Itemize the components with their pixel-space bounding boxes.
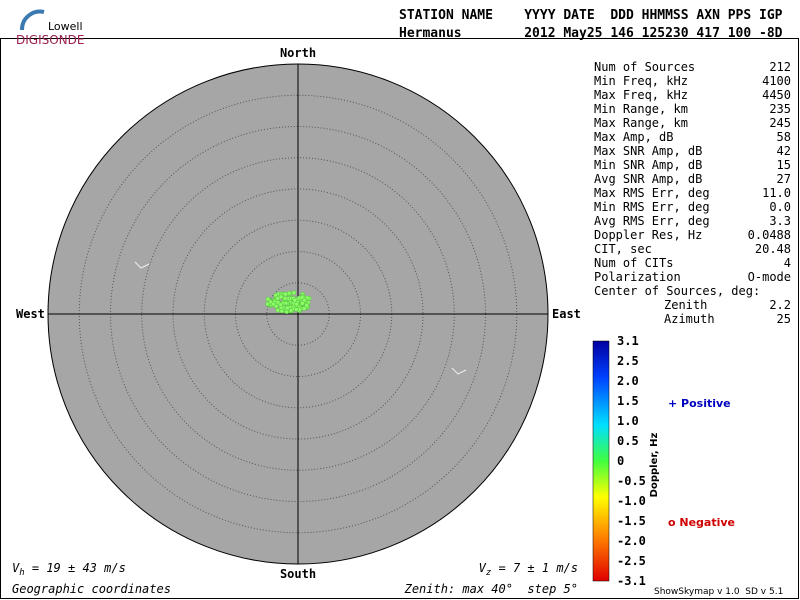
stat-label: Min Freq, kHz	[594, 74, 688, 88]
stat-label: Min SNR Amp, dB	[594, 158, 702, 172]
source-dot	[282, 296, 288, 301]
stat-value: 11.0	[762, 186, 791, 200]
stat-label: Min RMS Err, deg	[594, 200, 710, 214]
stat-value: 0.0	[769, 200, 791, 214]
stat-label: Avg RMS Err, deg	[594, 214, 710, 228]
colorbar-tick: 2.0	[617, 374, 639, 388]
source-dot	[286, 290, 292, 296]
stats-table: Num of Sources 212 Min Freq, kHz 4100 Max Fr…	[594, 60, 791, 326]
east-label: East	[552, 307, 581, 321]
stat-label: Max SNR Amp, dB	[594, 144, 702, 158]
stat-label: Doppler Res, Hz	[594, 228, 702, 242]
stat-value: 42	[777, 144, 791, 158]
colorbar-tick: -1.0	[617, 494, 646, 508]
legend-positive: + Positive	[668, 397, 731, 410]
center-value: 25	[777, 312, 791, 326]
stat-label: Num of Sources	[594, 60, 695, 74]
colorbar-tick: 1.5	[617, 394, 639, 408]
logo-bottom: DIGISONDE	[16, 33, 84, 47]
colorbar-tick: -3.1	[617, 574, 646, 588]
center-label: Azimuth	[664, 312, 715, 326]
stat-value: 27	[777, 172, 791, 186]
stat-label: Max RMS Err, deg	[594, 186, 710, 200]
source-dot	[292, 297, 298, 303]
version: ShowSkymap v 1.0 SD v 5.1	[654, 587, 783, 597]
stat-label: CIT, sec	[594, 242, 652, 256]
stat-label: Min Range, km	[594, 102, 688, 116]
stat-value: 0.0488	[748, 228, 791, 242]
source-dot	[291, 290, 297, 295]
header-values: Hermanus 2012 May25 146 125230 417 100 -…	[399, 26, 783, 41]
stat-value: 4	[784, 256, 791, 270]
source-dot	[288, 308, 294, 313]
source-dot	[278, 302, 283, 307]
source-dot	[293, 307, 299, 312]
stat-value: 4450	[762, 88, 791, 102]
frame	[0, 38, 799, 599]
source-dot	[265, 301, 270, 307]
colorbar-ticks: 3.1 2.5 2.0 1.5 1.0 0.5 0 -0.5 -1.0 -1.5 -2.0 -2.5 -…	[617, 334, 646, 588]
center-value: 2.2	[769, 298, 791, 312]
colorbar-tick: -0.5	[617, 474, 646, 488]
vz: Vz = 7 ± 1 m/s	[479, 561, 578, 578]
colorbar-title: Doppler, Hz	[649, 433, 660, 498]
logo-top: Lowell	[48, 20, 83, 33]
colorbar-tick: 1.0	[617, 414, 639, 428]
colorbar-tick: 3.1	[617, 334, 639, 348]
colorbar-tick: 2.5	[617, 354, 639, 368]
logo-arc	[19, 9, 45, 31]
colorbar-tick: 0.5	[617, 434, 639, 448]
source-dot	[299, 295, 305, 300]
source-dot	[273, 292, 279, 298]
source-dot	[265, 296, 271, 302]
center-title: Center of Sources, deg:	[594, 284, 760, 298]
colorbar	[592, 340, 610, 582]
stat-value: 3.3	[769, 214, 791, 228]
source-dot	[283, 291, 288, 297]
source-dot	[294, 301, 299, 307]
west-label: West	[16, 307, 45, 321]
source-cluster	[265, 290, 312, 315]
stat-label: Avg SNR Amp, dB	[594, 172, 702, 186]
stat-value: O-mode	[748, 270, 791, 284]
source-dot	[304, 302, 309, 308]
south-label: South	[280, 567, 316, 581]
colorbar-tick: -2.5	[617, 554, 646, 568]
stat-value: 212	[769, 60, 791, 74]
colorbar-tick: -2.0	[617, 534, 646, 548]
stat-label: Max Amp, dB	[594, 130, 673, 144]
marker	[134, 261, 467, 375]
source-dot	[285, 305, 290, 311]
source-dot	[283, 300, 289, 306]
stat-value: 20.48	[755, 242, 791, 256]
source-dot	[275, 307, 281, 313]
source-dot	[300, 301, 305, 306]
source-dot	[270, 301, 276, 307]
stat-label: Num of CITs	[594, 256, 673, 270]
stat-value: 58	[777, 130, 791, 144]
source-dot	[275, 296, 281, 301]
stat-value: 245	[769, 116, 791, 130]
colorbar-tick: 0	[617, 454, 624, 468]
colorbar-tick: -1.5	[617, 514, 646, 528]
legend-negative: o Negative	[668, 516, 735, 529]
north-label: North	[280, 46, 316, 60]
center-label: Zenith	[664, 298, 707, 312]
coords: Geographic coordinates	[12, 582, 171, 596]
stat-value: 4100	[762, 74, 791, 88]
stat-label: Polarization	[594, 270, 681, 284]
header-columns: STATION NAME YYYY DATE DDD HHMMSS AXN PP…	[399, 8, 783, 23]
stat-label: Max Freq, kHz	[594, 88, 688, 102]
source-dot	[301, 306, 307, 311]
stat-value: 15	[777, 158, 791, 172]
vh: Vh = 19 ± 43 m/s	[12, 561, 126, 578]
stat-value: 235	[769, 102, 791, 116]
zenith-note: Zenith: max 40° step 5°	[404, 582, 578, 596]
stat-label: Max Range, km	[594, 116, 688, 130]
